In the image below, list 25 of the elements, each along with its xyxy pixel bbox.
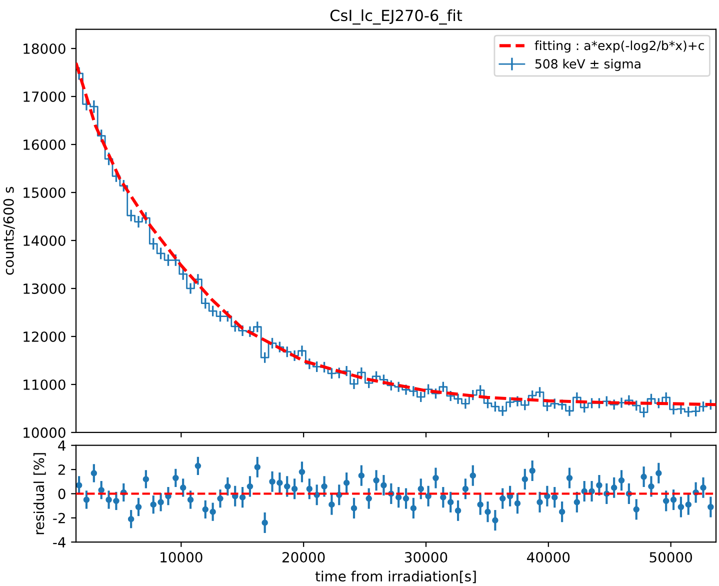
legend-label: 508 keV ± sigma [535, 58, 640, 71]
x-tick-label: 40000 [526, 552, 570, 563]
x-tick-label: 50000 [650, 552, 692, 563]
y-tick-label: 18000 [24, 43, 66, 54]
chart-title: CsI_lc_EJ270-6_fit [330, 9, 462, 25]
y-tick-label: 12000 [24, 331, 66, 342]
legend-label: fitting : a*exp(-log2/b*x)+c [534, 40, 704, 53]
x-tick-label: 30000 [404, 552, 448, 563]
y-tick-label: 13000 [24, 283, 66, 294]
x-tick-label: 20000 [282, 552, 325, 563]
y-axis-title: counts/600 s [3, 186, 15, 275]
y-tick-label: 4 [58, 440, 66, 451]
y-tick-label: -2 [53, 512, 65, 524]
y-tick-label: -4 [53, 537, 66, 548]
x-tick-label: 10000 [160, 552, 202, 563]
y-tick-label: 15000 [24, 187, 66, 198]
y-tick-label: 0 [58, 488, 66, 500]
y-axis-title: residual [%] [33, 453, 46, 534]
y-tick-label: 2 [58, 464, 65, 475]
y-tick-label: 14000 [24, 235, 66, 246]
x-axis-title: time from irradiation[s] [315, 570, 476, 584]
y-tick-label: 11000 [24, 379, 66, 390]
y-tick-label: 10000 [24, 427, 66, 438]
y-tick-label: 17000 [24, 91, 66, 102]
y-tick-label: 16000 [24, 139, 66, 150]
